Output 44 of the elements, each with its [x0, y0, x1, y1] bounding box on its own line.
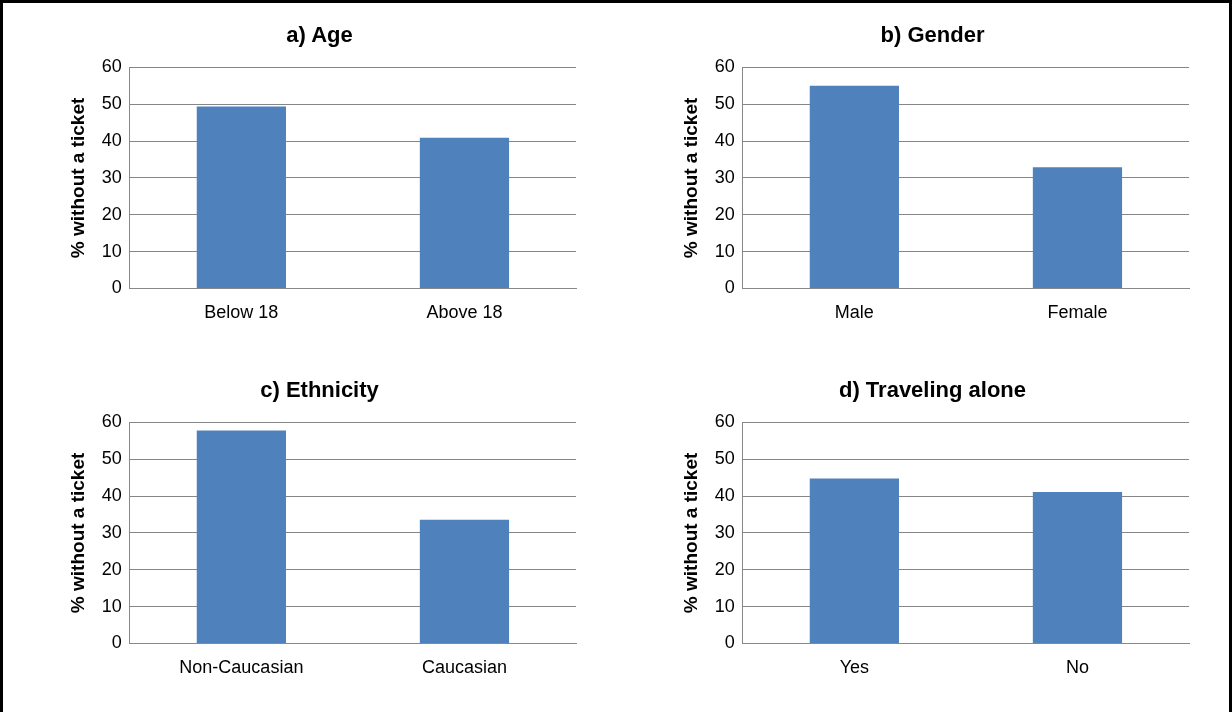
y-tick-label: 10	[714, 595, 735, 616]
chart-title: b) Gender	[880, 22, 985, 48]
y-tick-label: 60	[101, 411, 122, 432]
y-tick-label: 60	[101, 56, 122, 77]
y-tick-label: 40	[101, 130, 122, 151]
y-tick-label: 20	[714, 203, 735, 224]
y-tick-label: 0	[724, 277, 735, 298]
chart-title: c) Ethnicity	[260, 377, 380, 403]
y-tick-label: 40	[714, 130, 735, 151]
x-tick-label: Caucasian	[421, 657, 507, 678]
y-axis-title: % without a ticket	[679, 452, 701, 614]
y-tick-label: 40	[714, 485, 735, 506]
y-tick-label: 60	[714, 56, 735, 77]
y-tick-label: 50	[101, 93, 122, 114]
x-tick-label: Male	[834, 302, 874, 323]
y-tick-label: 10	[101, 240, 122, 261]
y-tick-label: 0	[111, 632, 122, 653]
y-tick-label: 50	[714, 448, 735, 469]
x-tick-label: Yes	[839, 657, 870, 678]
y-tick-label: 30	[101, 521, 122, 542]
x-tick-label: Below 18	[204, 302, 279, 323]
y-axis-title: % without a ticket	[66, 97, 88, 259]
y-tick-label: 50	[101, 448, 122, 469]
y-tick-label: 50	[714, 93, 735, 114]
y-tick-label: 0	[724, 632, 735, 653]
y-tick-label: 60	[714, 411, 735, 432]
chart-title: d) Traveling alone	[838, 377, 1027, 403]
y-tick-label: 10	[101, 595, 122, 616]
y-tick-label: 20	[101, 203, 122, 224]
y-tick-label: 30	[714, 166, 735, 187]
y-tick-label: 0	[111, 277, 122, 298]
y-tick-label: 30	[101, 166, 122, 187]
x-tick-label: Above 18	[426, 302, 503, 323]
x-tick-label: Female	[1047, 302, 1108, 323]
y-tick-label: 20	[714, 558, 735, 579]
y-tick-label: 40	[101, 485, 122, 506]
x-tick-label: No	[1065, 657, 1089, 678]
y-axis-title: % without a ticket	[679, 97, 701, 259]
y-tick-label: 10	[714, 240, 735, 261]
y-axis-title: % without a ticket	[66, 452, 88, 614]
y-tick-label: 20	[101, 558, 122, 579]
y-tick-label: 30	[714, 521, 735, 542]
chart-title: a) Age	[286, 22, 353, 48]
x-tick-label: Non-Caucasian	[179, 657, 304, 678]
